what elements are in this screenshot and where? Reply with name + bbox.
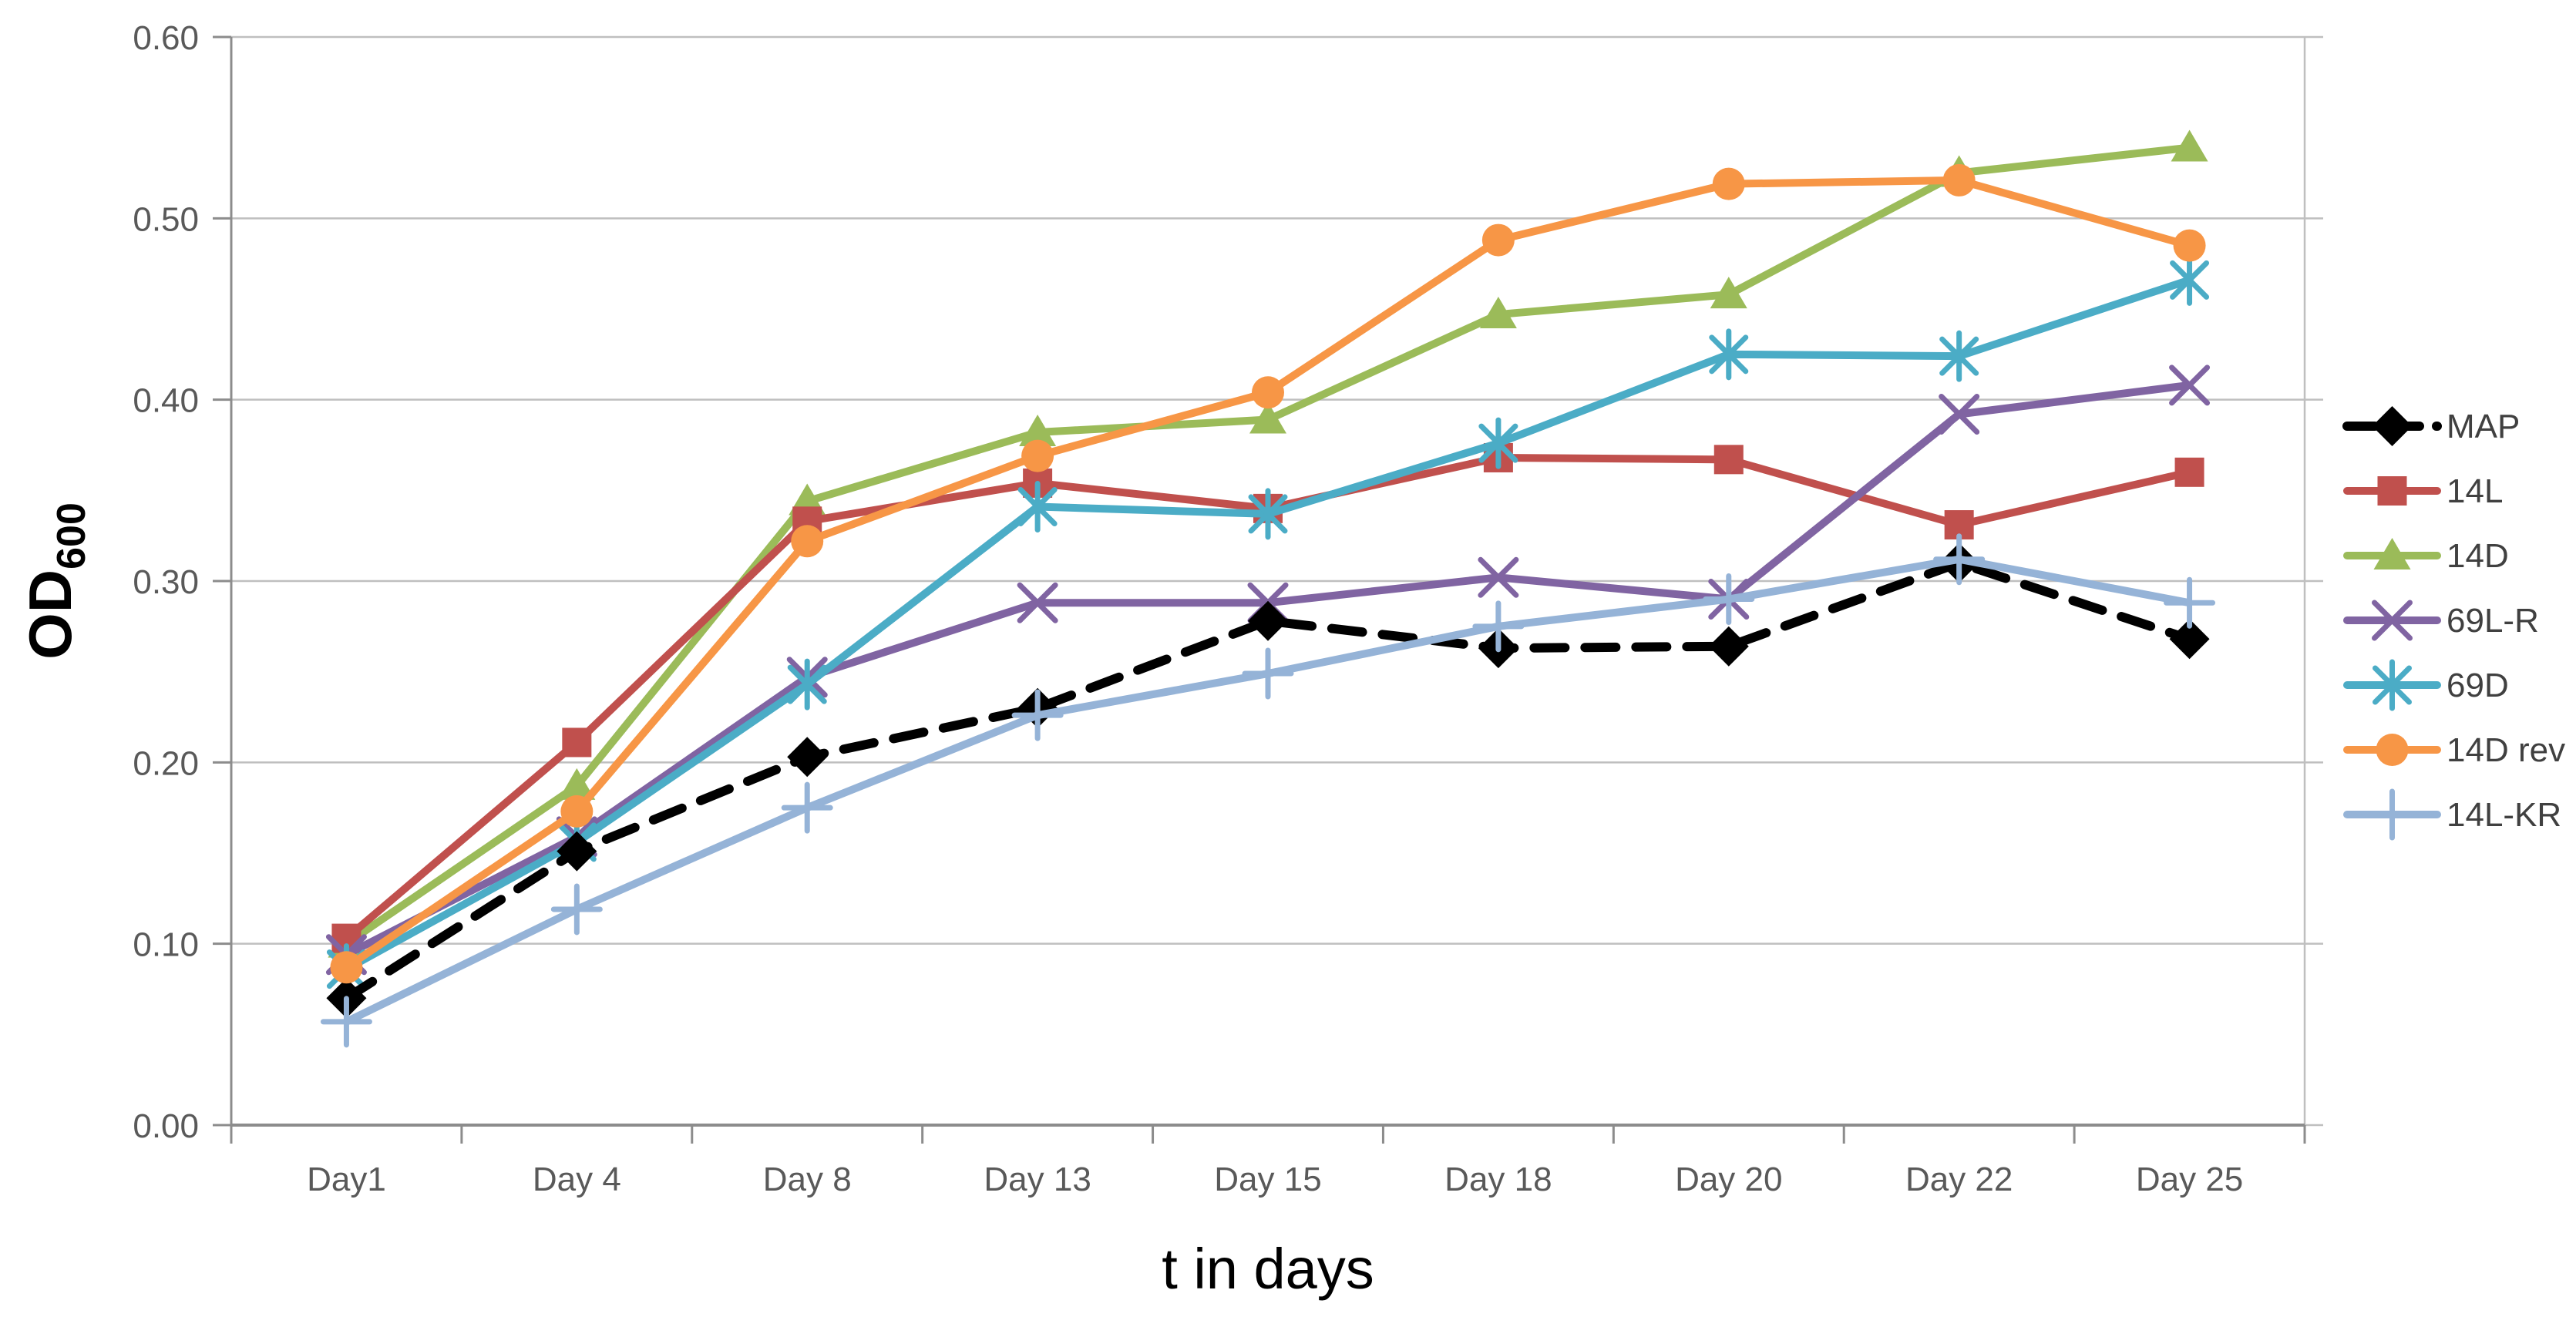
marker-map xyxy=(557,831,597,872)
marker-14d-rev xyxy=(1712,167,1745,200)
legend-label: MAP xyxy=(2447,408,2520,445)
marker-14l-kr xyxy=(1242,647,1294,700)
series-map xyxy=(326,543,2210,1019)
marker-69d xyxy=(1939,330,1979,382)
y-tick-label: 0.30 xyxy=(133,563,199,601)
legend-label: 14D rev xyxy=(2447,731,2565,769)
series-14l-kr xyxy=(320,533,2216,1048)
x-tick-label: Day 22 xyxy=(1905,1161,2013,1198)
marker-14d-rev xyxy=(560,795,594,828)
marker-14l-kr xyxy=(320,996,372,1048)
marker-14l-kr xyxy=(1933,533,1986,586)
marker-map xyxy=(1248,600,1288,641)
x-axis-title: t in days xyxy=(1162,1237,1374,1301)
legend-label: 14D xyxy=(2447,537,2509,575)
y-tick-label: 0.20 xyxy=(133,744,199,782)
x-tick-label: Day 4 xyxy=(533,1161,621,1198)
marker-69l-r xyxy=(1478,556,1519,598)
legend-sample-marker xyxy=(2373,659,2412,711)
marker-map xyxy=(787,737,828,778)
marker-14l-kr xyxy=(550,883,603,936)
legend-label: 69L-R xyxy=(2447,602,2539,640)
marker-14l-kr xyxy=(781,781,833,834)
legend: MAP 14L 14D 69L-R 69D 14D rev 14L-KR xyxy=(2342,406,2565,841)
legend-entry-69d: 69D xyxy=(2343,659,2509,711)
marker-69l-r xyxy=(2169,365,2211,406)
marker-69d xyxy=(1478,417,1518,469)
marker-69l-r xyxy=(1939,393,1980,435)
legend-entry-map: MAP xyxy=(2342,406,2520,446)
marker-map xyxy=(1708,626,1749,667)
x-tick-label: Day 25 xyxy=(2136,1161,2243,1198)
legend-sample-marker xyxy=(2372,406,2413,446)
marker-14l xyxy=(2174,457,2204,487)
marker-69l-r xyxy=(1017,582,1058,623)
axes xyxy=(213,35,2323,1144)
legend-entry-69l-r: 69L-R xyxy=(2343,600,2539,641)
marker-14l xyxy=(562,727,592,758)
legend-label: 69D xyxy=(2447,667,2509,704)
marker-14d xyxy=(558,768,596,800)
marker-14d-rev xyxy=(1481,223,1515,257)
marker-69d xyxy=(2170,254,2210,306)
legend-sample-marker xyxy=(2376,734,2409,766)
marker-14d xyxy=(1479,297,1517,329)
marker-14l-kr xyxy=(1011,689,1064,741)
x-tick-label: Day1 xyxy=(307,1161,386,1198)
y-tick-label: 0.40 xyxy=(133,382,199,420)
marker-14d xyxy=(1019,415,1057,447)
legend-sample-marker xyxy=(2373,538,2411,569)
marker-69d xyxy=(787,658,827,711)
y-tick-label: 0.60 xyxy=(133,19,199,57)
marker-14l-kr xyxy=(2164,576,2216,629)
gridlines xyxy=(231,35,2306,1125)
marker-14d-rev xyxy=(791,525,824,558)
series-line-map xyxy=(341,558,2194,1003)
marker-14l-kr xyxy=(1472,600,1525,653)
legend-sample-marker xyxy=(2372,600,2413,641)
legend-label: 14L xyxy=(2447,472,2503,510)
series-14d-rev xyxy=(330,163,2206,984)
marker-14d-rev xyxy=(330,951,363,984)
y-axis-title: OD600 xyxy=(16,502,94,660)
x-tick-label: Day 20 xyxy=(1675,1161,1782,1198)
plot-series xyxy=(320,129,2216,1048)
legend-entry-14d: 14D xyxy=(2343,537,2509,575)
marker-69d xyxy=(1017,481,1058,533)
marker-14d-rev xyxy=(1021,439,1054,472)
marker-14d xyxy=(2171,129,2208,162)
marker-69d xyxy=(1248,488,1288,540)
marker-14d-rev xyxy=(1252,376,1284,409)
x-tick-label: Day 8 xyxy=(763,1161,852,1198)
series-line-14d xyxy=(342,143,2194,948)
legend-entry-14d-rev: 14D rev xyxy=(2343,731,2565,769)
axis-labels: 0.00 0.10 0.20 0.30 0.40 0.50 0.60 Day1 Day 4 Day… xyxy=(16,19,2243,1301)
marker-14d xyxy=(1249,401,1286,434)
legend-entry-14l: 14L xyxy=(2343,472,2503,510)
y-tick-label: 0.10 xyxy=(133,926,199,964)
marker-14l-kr xyxy=(1703,573,1755,626)
x-tick-label: Day 13 xyxy=(984,1161,1091,1198)
marker-14d-rev xyxy=(2173,229,2206,262)
legend-sample-marker xyxy=(2366,788,2418,841)
y-tick-label: 0.00 xyxy=(133,1107,199,1145)
marker-69d xyxy=(1709,328,1749,381)
marker-14l xyxy=(1713,445,1744,475)
series-line-14d-rev xyxy=(342,176,2194,972)
marker-14d-rev xyxy=(1942,163,1976,197)
marker-14d xyxy=(1710,277,1747,309)
y-tick-label: 0.50 xyxy=(133,200,199,238)
legend-label: 14L-KR xyxy=(2447,796,2561,834)
x-tick-label: Day 18 xyxy=(1444,1161,1552,1198)
legend-sample-marker xyxy=(2377,476,2407,506)
x-tick-label: Day 15 xyxy=(1214,1161,1321,1198)
legend-entry-14l-kr: 14L-KR xyxy=(2343,788,2561,841)
marker-map xyxy=(2169,619,2210,660)
